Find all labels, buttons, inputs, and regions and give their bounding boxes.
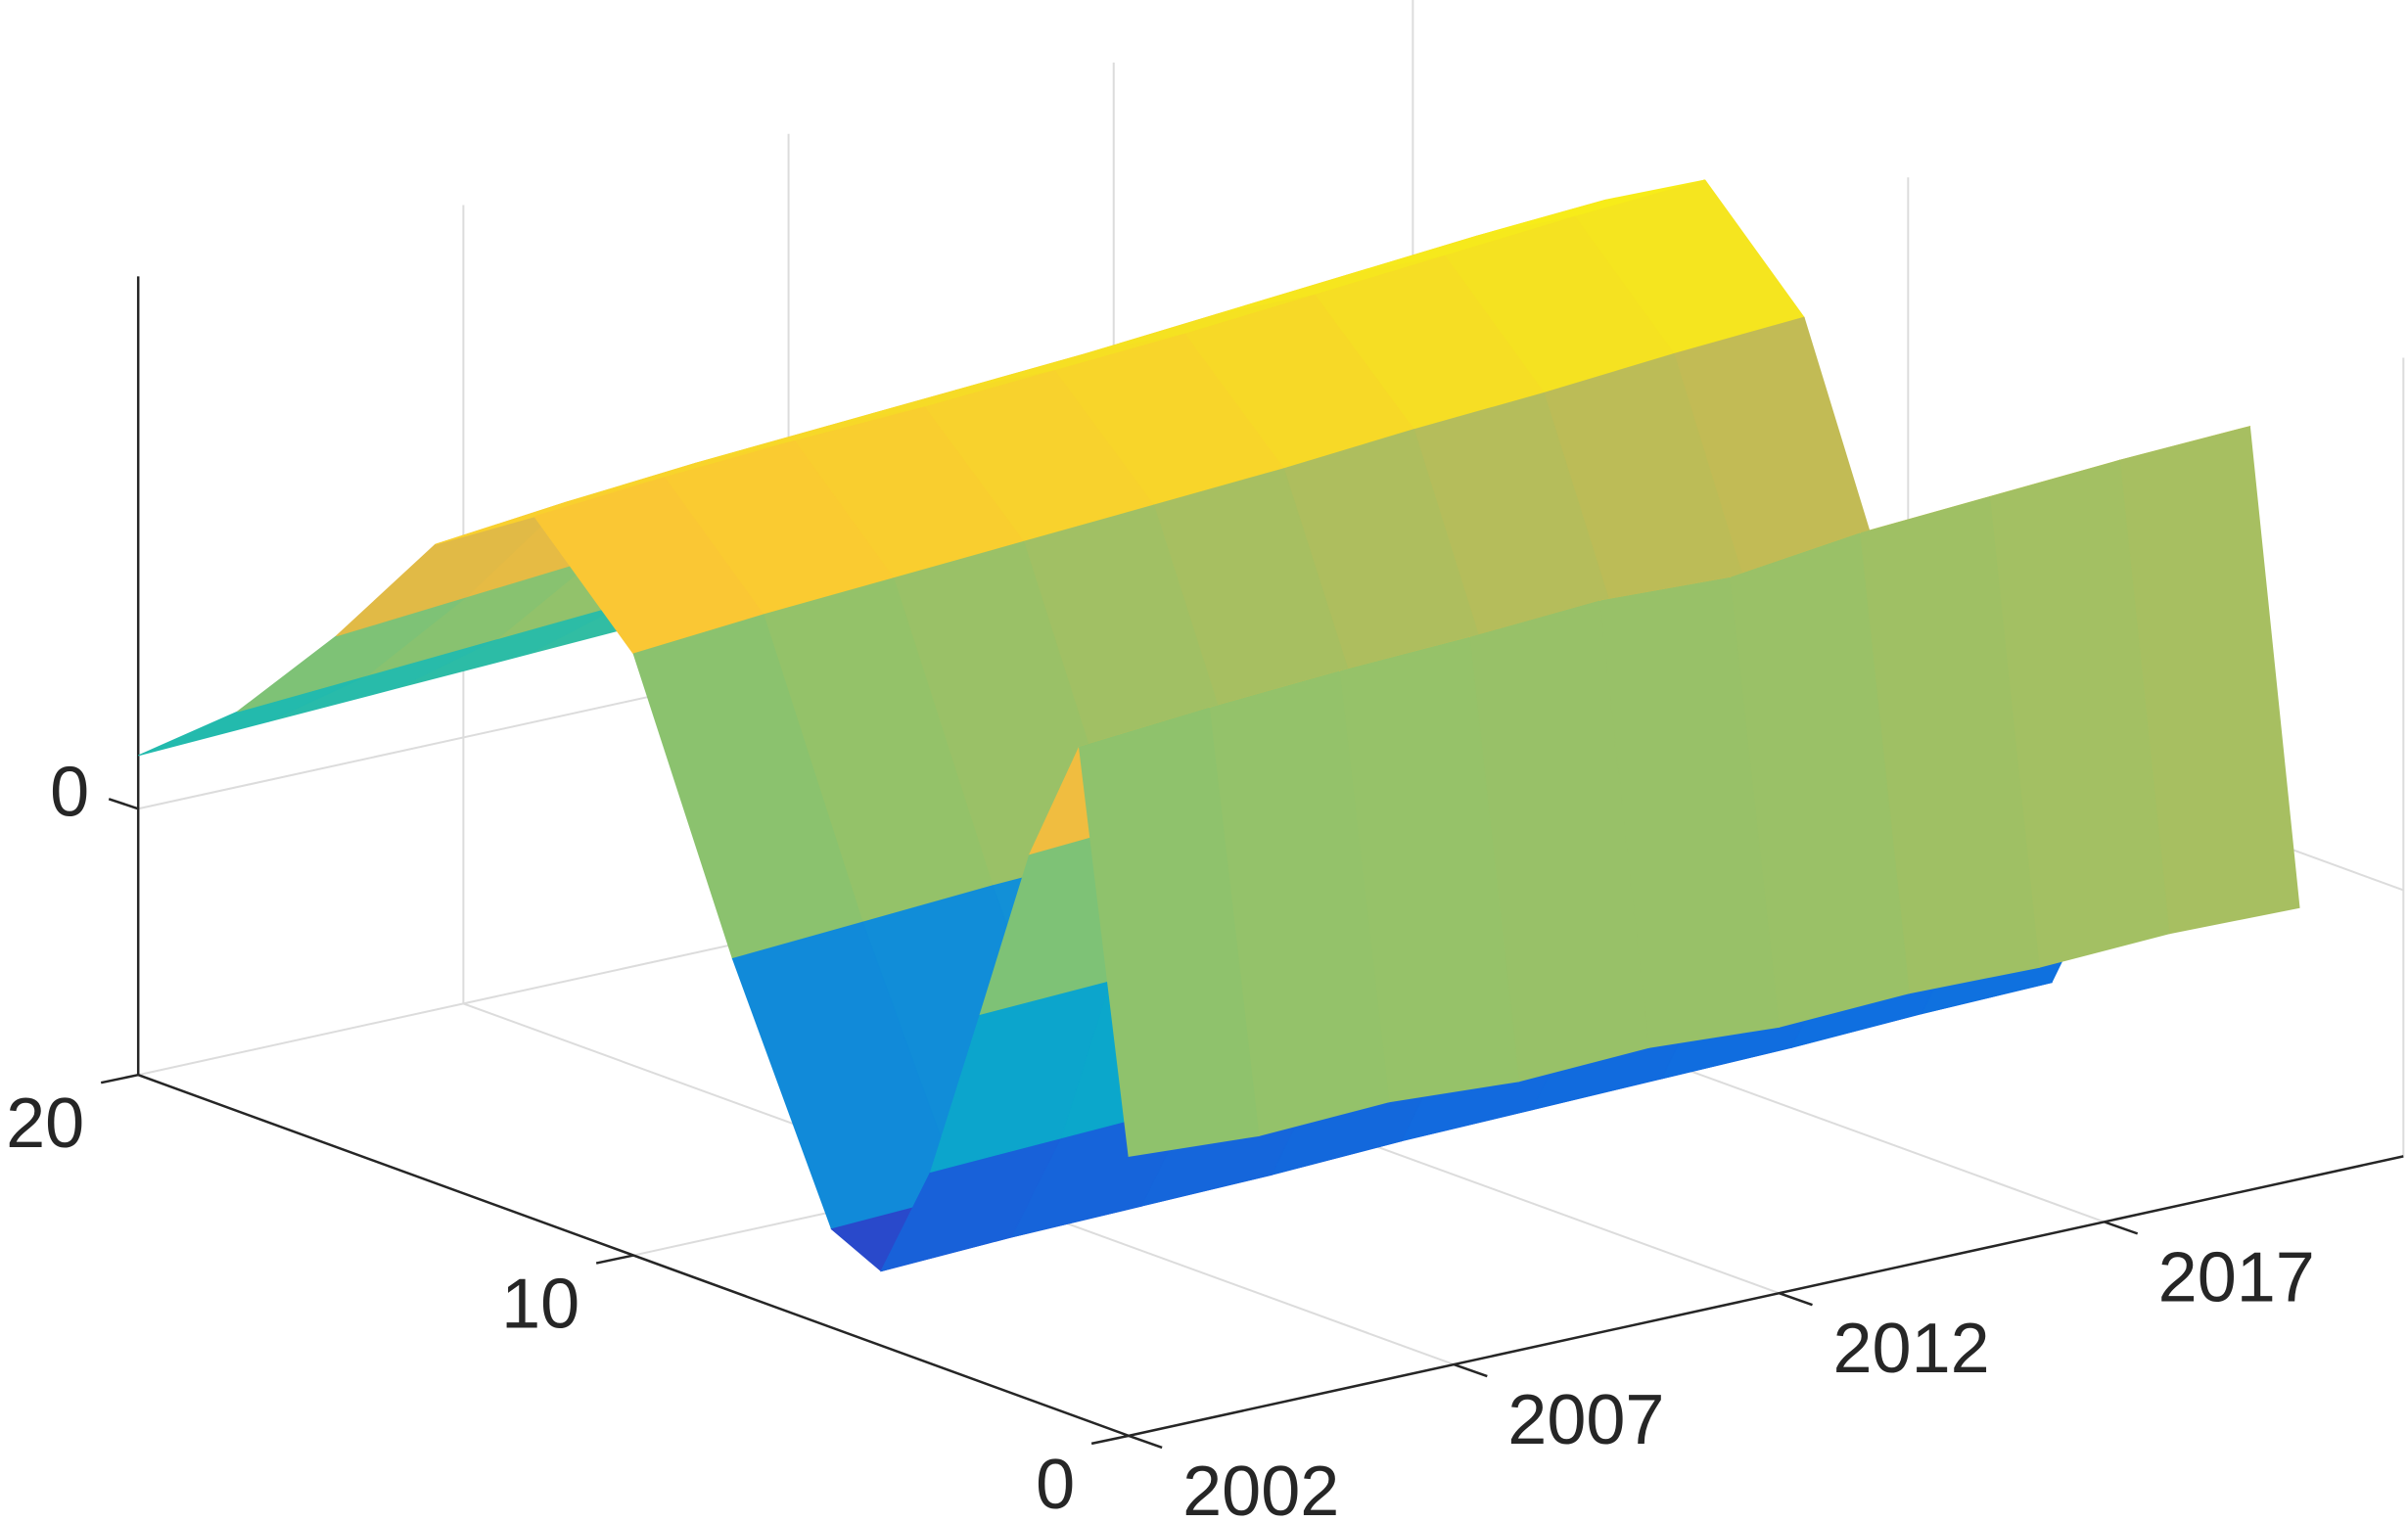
surface-patch — [137, 674, 368, 757]
y-tick — [595, 1254, 634, 1265]
z-tick — [108, 798, 139, 810]
y-tick-label: 10 — [501, 1266, 579, 1344]
x-tick-label: 2017 — [2158, 1238, 2315, 1316]
y-tick-label: 20 — [6, 1084, 84, 1163]
z-tick-label: 0 — [50, 753, 89, 831]
x-tick — [1779, 1292, 1813, 1307]
y-tick — [1090, 1434, 1130, 1446]
surface-patch — [1078, 707, 1260, 1157]
x-axis — [1128, 1155, 2404, 1438]
surface — [137, 179, 2300, 1272]
x-tick-label: 2007 — [1507, 1381, 1664, 1459]
x-tick — [1128, 1434, 1163, 1450]
y-tick-label: 0 — [1036, 1446, 1075, 1522]
y-tick — [100, 1073, 139, 1084]
x-tick-label: 2012 — [1832, 1310, 1989, 1388]
x-tick-label: 2002 — [1182, 1453, 1339, 1522]
x-tick — [2104, 1221, 2139, 1235]
x-tick — [1453, 1362, 1488, 1378]
